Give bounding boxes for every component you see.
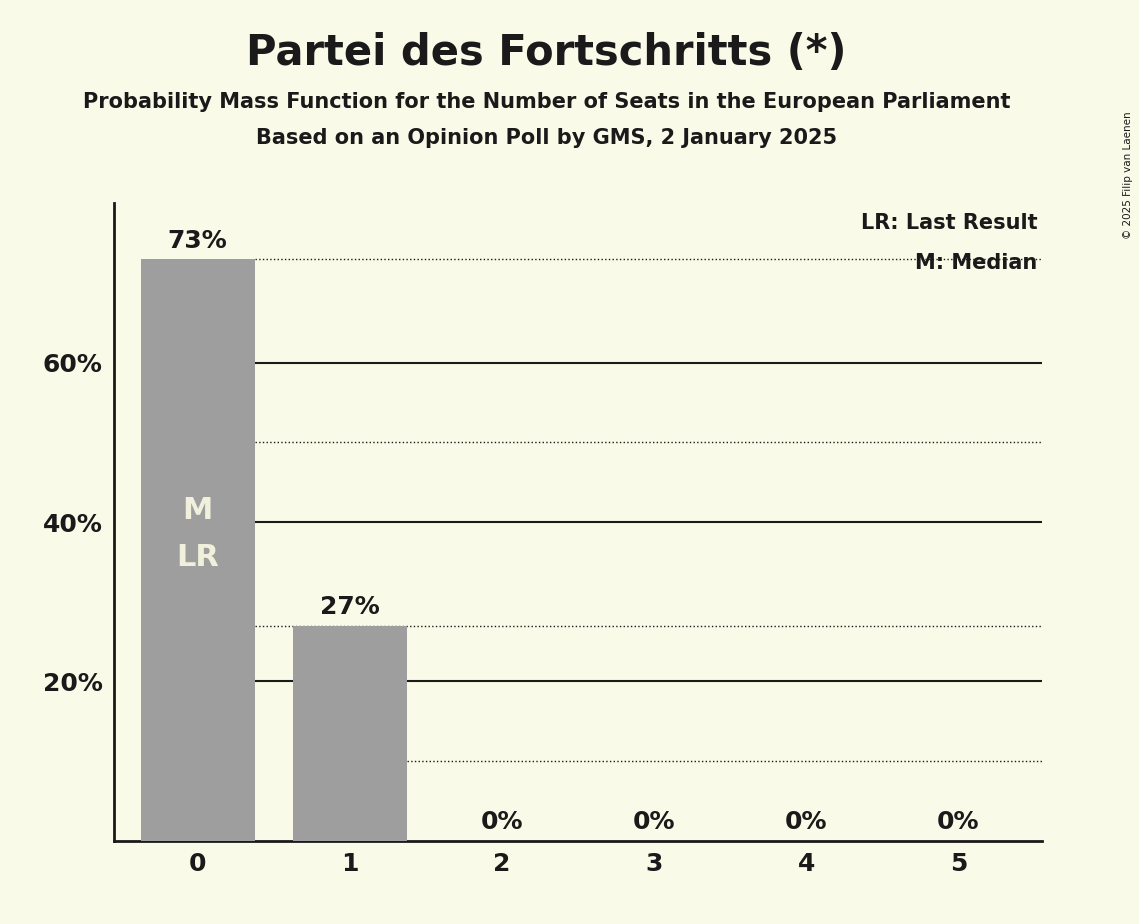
Bar [293,626,407,841]
Text: 0%: 0% [937,810,980,834]
Text: © 2025 Filip van Laenen: © 2025 Filip van Laenen [1123,111,1133,238]
Text: M: M [182,495,213,525]
Text: 27%: 27% [320,595,379,619]
Text: 0%: 0% [481,810,523,834]
Text: LR: LR [177,543,219,573]
Bar [140,259,255,841]
Text: Based on an Opinion Poll by GMS, 2 January 2025: Based on an Opinion Poll by GMS, 2 Janua… [256,128,837,148]
Text: 0%: 0% [633,810,675,834]
Text: 0%: 0% [785,810,828,834]
Text: 73%: 73% [167,229,228,252]
Text: LR: Last Result: LR: Last Result [861,213,1038,233]
Text: Partei des Fortschritts (*): Partei des Fortschritts (*) [246,32,847,74]
Text: M: Median: M: Median [916,253,1038,274]
Text: Probability Mass Function for the Number of Seats in the European Parliament: Probability Mass Function for the Number… [83,92,1010,113]
